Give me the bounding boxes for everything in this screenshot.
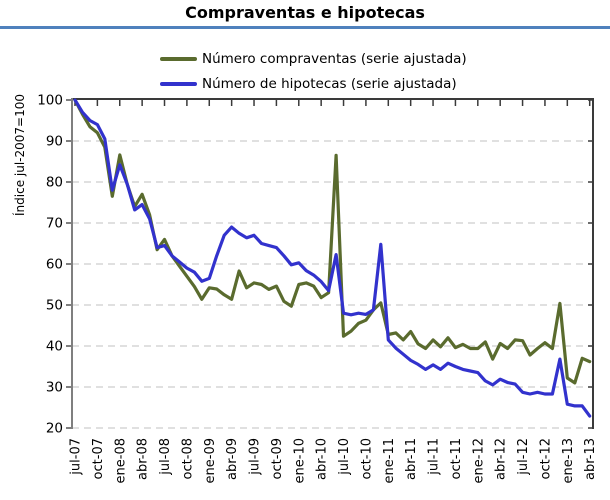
x-tick-label: ene-08: [113, 438, 128, 483]
hipotecas-line: [73, 98, 592, 418]
chart-title: Compraventas e hipotecas: [185, 3, 425, 22]
y-tick-label: 90: [46, 134, 63, 150]
x-tick-label: jul-09: [248, 438, 263, 476]
x-tick-label: ene-10: [292, 438, 307, 483]
x-tick-label: oct-11: [449, 438, 464, 479]
x-tick-label: oct-10: [359, 438, 374, 479]
x-tick-label: jul-07: [69, 438, 84, 476]
x-tick-label: ene-13: [561, 438, 576, 483]
x-tick-label: abr-11: [404, 438, 419, 480]
compraventas-line-swatch: [160, 56, 197, 61]
x-tick-label: oct-07: [91, 438, 106, 479]
y-tick-label: 20: [46, 421, 63, 437]
x-tick-label: abr-09: [225, 438, 240, 480]
y-tick-label: 30: [46, 380, 63, 396]
x-tick-label: abr-12: [494, 438, 509, 480]
compraventas-line: [73, 98, 592, 385]
x-tick-label: ene-09: [203, 438, 218, 483]
y-tick-label: 100: [37, 93, 63, 109]
x-tick-label: jul-10: [337, 438, 352, 476]
x-tick-label: abr-13: [583, 438, 598, 480]
x-tick-label: ene-11: [382, 438, 397, 483]
x-tick-label: oct-12: [538, 438, 553, 479]
x-tick-label: abr-10: [315, 438, 330, 480]
x-tick-label: abr-08: [136, 438, 151, 480]
x-tick-label: jul-08: [158, 438, 173, 476]
hipotecas-line-swatch: [160, 81, 197, 86]
y-axis-title: Índice jul-2007=100: [12, 94, 27, 216]
legend-item-hipotecas: Número de hipotecas (serie ajustada): [160, 71, 467, 96]
y-tick-label: 60: [46, 257, 63, 273]
legend-label-compraventas: Número compraventas (serie ajustada): [202, 50, 467, 67]
y-tick-label: 80: [46, 175, 63, 191]
y-tick-label: 50: [46, 298, 63, 314]
title-rule: [0, 26, 610, 29]
x-tick-label: ene-12: [471, 438, 486, 483]
x-tick-label: oct-08: [180, 438, 195, 479]
x-tick-label: jul-11: [427, 438, 442, 476]
x-tick-label: oct-09: [270, 438, 285, 479]
y-tick-label: 70: [46, 216, 63, 232]
y-tick-label: 40: [46, 339, 63, 355]
legend: Número compraventas (serie ajustada) Núm…: [160, 46, 467, 96]
legend-label-hipotecas: Número de hipotecas (serie ajustada): [202, 75, 457, 92]
legend-item-compraventas: Número compraventas (serie ajustada): [160, 46, 467, 71]
x-tick-label: jul-12: [516, 438, 531, 476]
